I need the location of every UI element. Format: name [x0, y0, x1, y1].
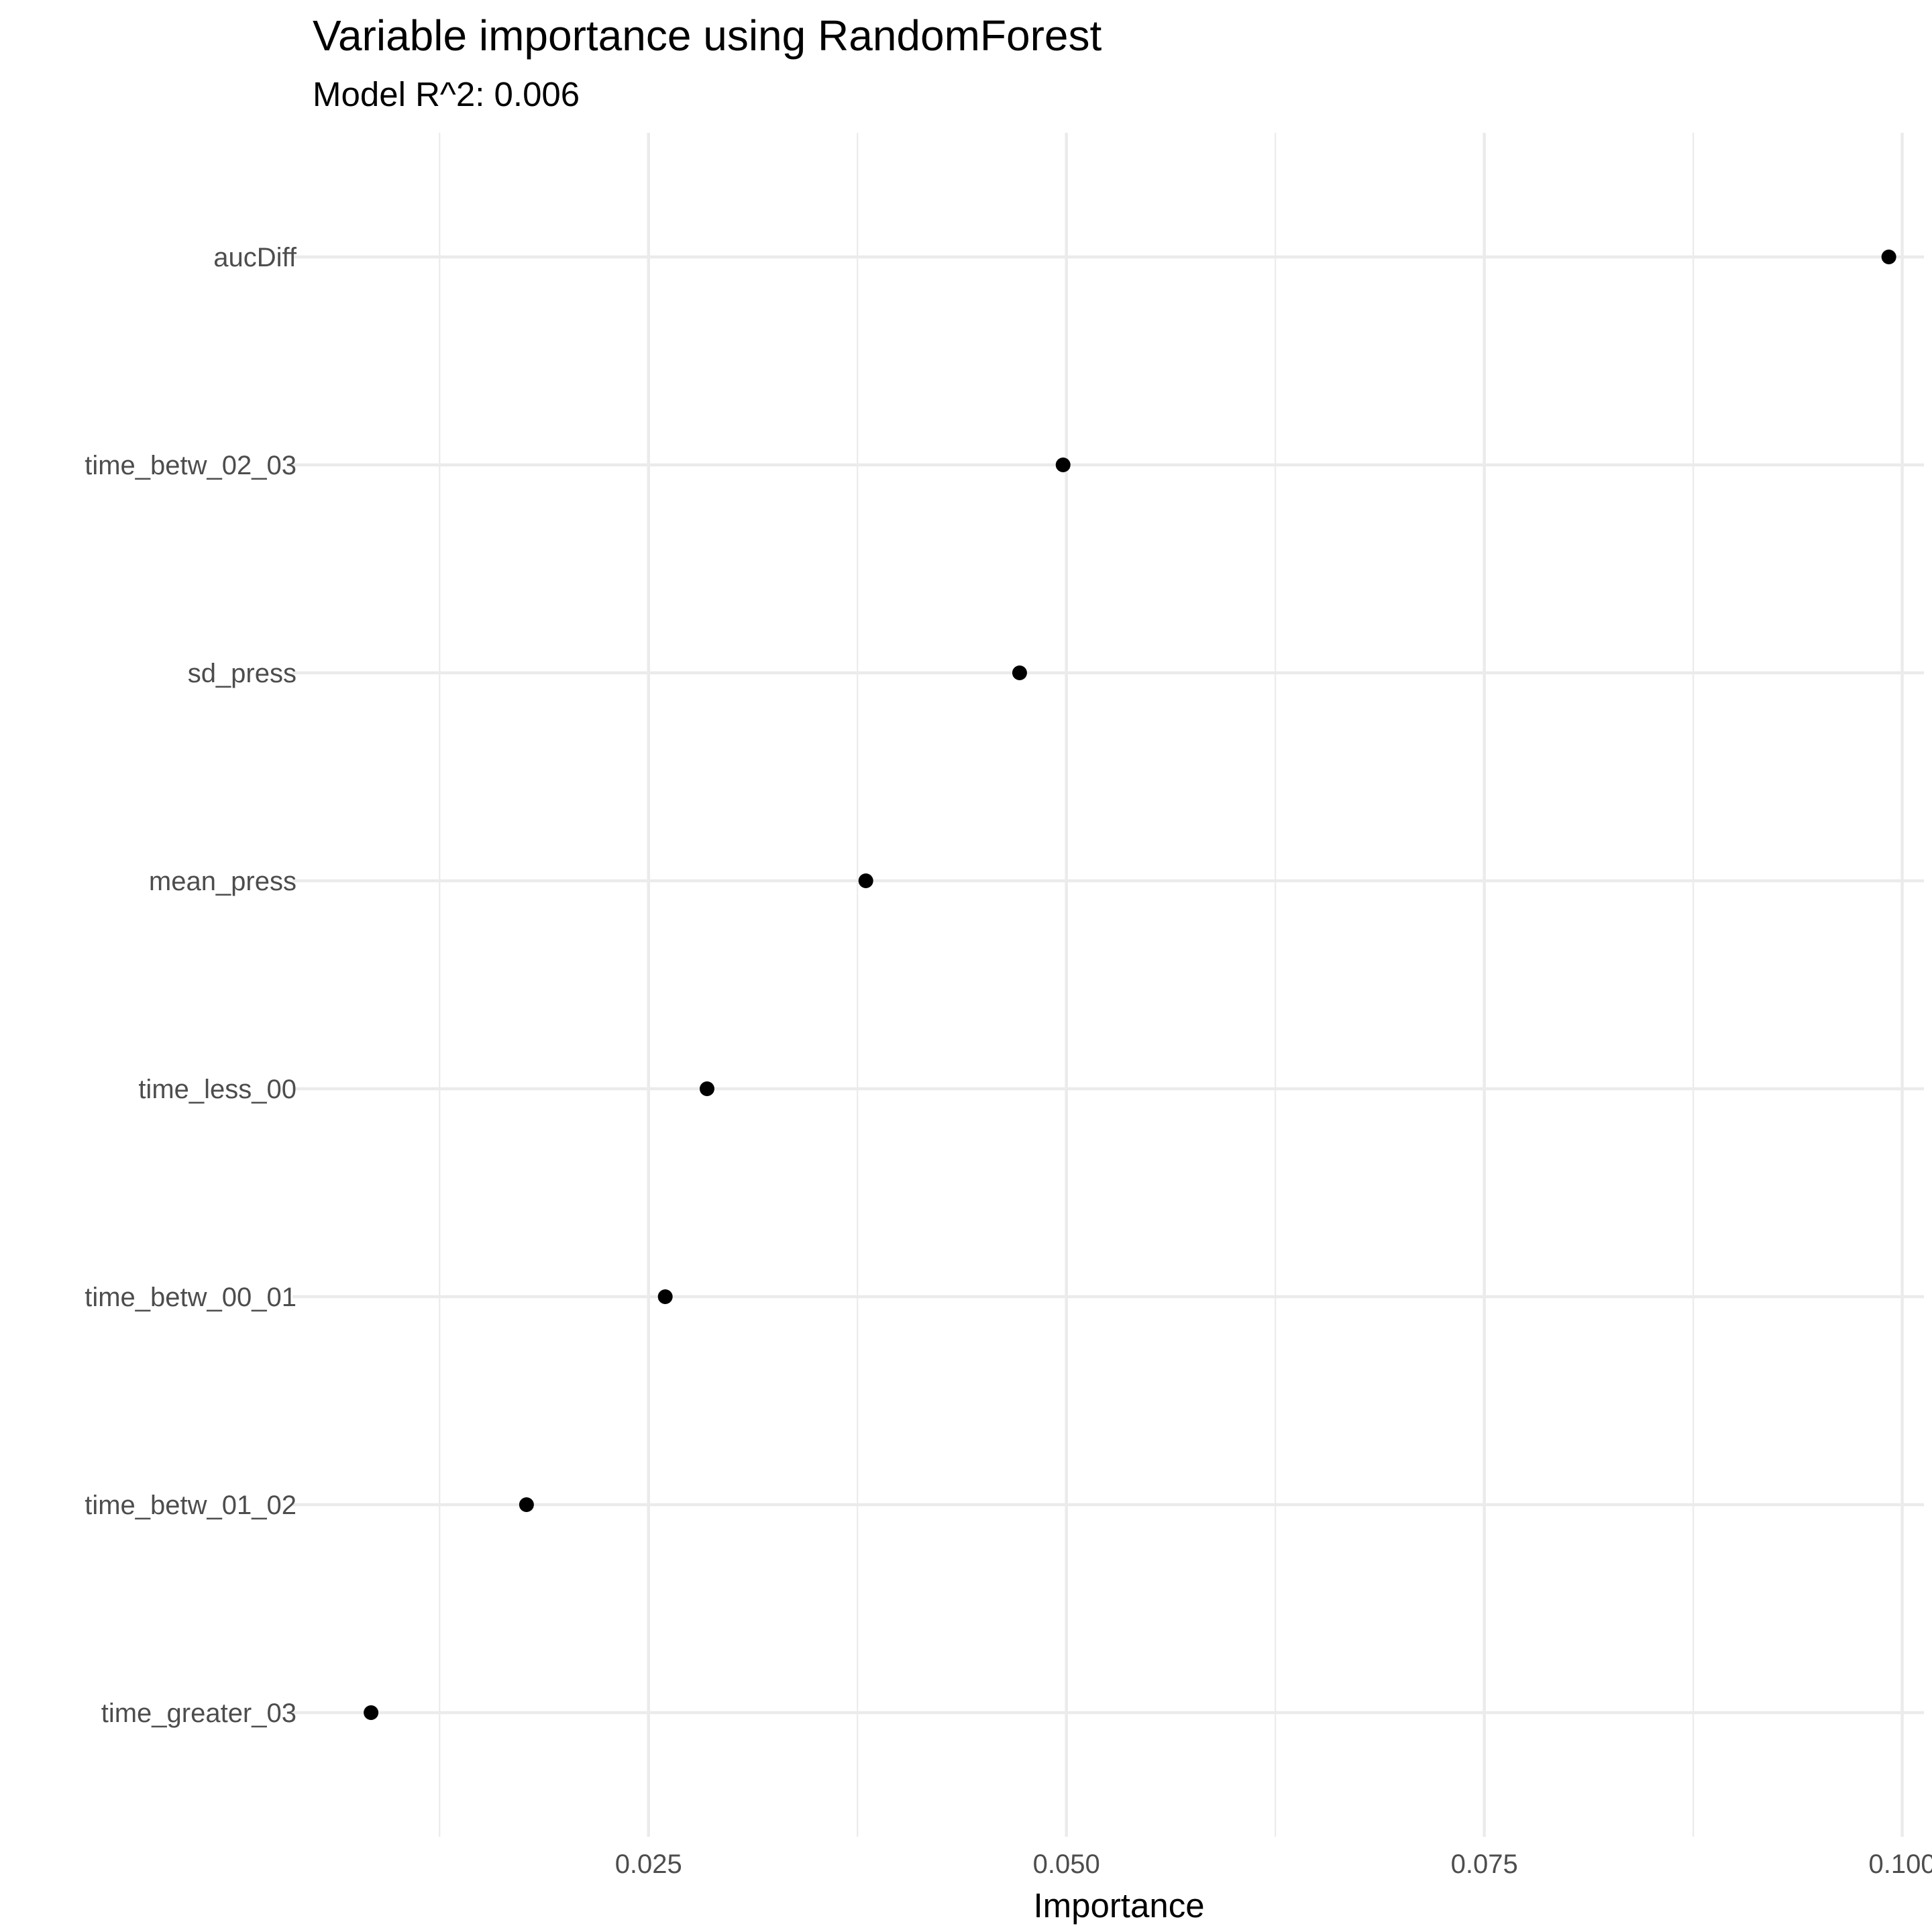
data-point [1055, 458, 1071, 472]
data-point [657, 1289, 673, 1304]
chart-subtitle: Model R^2: 0.006 [313, 75, 580, 113]
y-tick-label: time_less_00 [138, 1075, 297, 1104]
major-gridlines-y [292, 255, 1924, 1715]
y-tick-label: time_betw_02_03 [85, 451, 297, 480]
x-tick-label: 0.025 [615, 1849, 682, 1879]
x-tick-label: 0.050 [1033, 1849, 1100, 1879]
y-tick-label: mean_press [149, 867, 297, 896]
y-tick-label: sd_press [188, 659, 297, 688]
x-axis-title: Importance [1033, 1886, 1204, 1925]
y-tick-label: time_greater_03 [101, 1699, 297, 1728]
data-point [699, 1081, 714, 1096]
y-tick-labels: aucDiff time_betw_02_03 sd_press mean_press… [85, 243, 297, 1728]
data-point [1881, 250, 1896, 264]
chart-title: Variable importance using RandomForest [313, 11, 1102, 60]
data-point [519, 1497, 534, 1512]
y-tick-label: time_betw_01_02 [85, 1491, 297, 1520]
y-tick-label: aucDiff [213, 243, 297, 272]
x-tick-labels: 0.025 0.050 0.075 0.100 [615, 1849, 1932, 1879]
major-gridlines-x [647, 133, 1904, 1837]
data-point [1012, 665, 1027, 680]
y-tick-label: time_betw_00_01 [85, 1283, 297, 1312]
data-point [364, 1705, 379, 1720]
data-points [364, 250, 1896, 1720]
x-tick-label: 0.075 [1451, 1849, 1518, 1879]
data-point [858, 873, 873, 888]
minor-gridlines-x [439, 133, 1695, 1837]
x-tick-label: 0.100 [1869, 1849, 1932, 1879]
